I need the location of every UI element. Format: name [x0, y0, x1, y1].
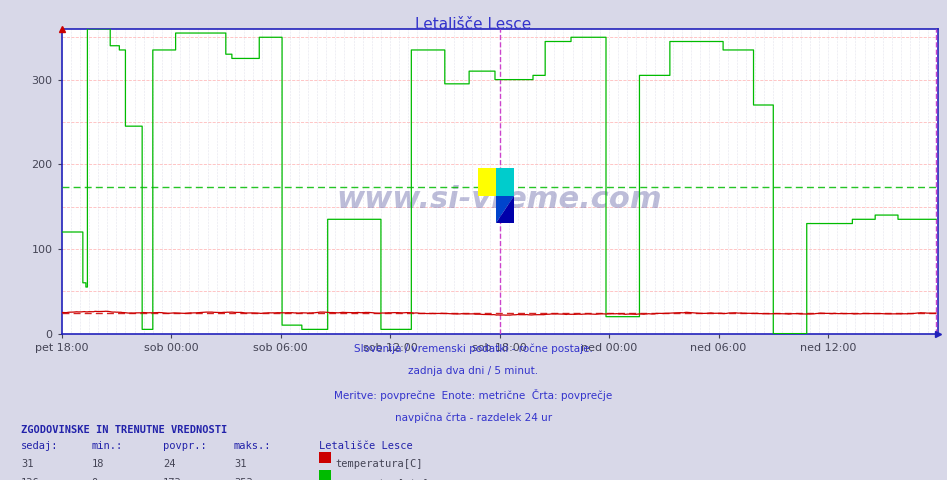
Text: 24: 24 — [163, 459, 175, 469]
Text: Letališče Lesce: Letališče Lesce — [416, 17, 531, 32]
Text: povpr.:: povpr.: — [163, 441, 206, 451]
Text: 0: 0 — [92, 478, 98, 480]
Text: www.si-vreme.com: www.si-vreme.com — [337, 185, 662, 214]
Bar — [478, 168, 496, 196]
Text: navpična črta - razdelek 24 ur: navpična črta - razdelek 24 ur — [395, 412, 552, 423]
Text: 136: 136 — [21, 478, 40, 480]
Text: maks.:: maks.: — [234, 441, 272, 451]
Text: Meritve: povprečne  Enote: metrične  Črta: povprečje: Meritve: povprečne Enote: metrične Črta:… — [334, 389, 613, 401]
Text: 31: 31 — [21, 459, 33, 469]
Text: 18: 18 — [92, 459, 104, 469]
Text: smer vetra[st.]: smer vetra[st.] — [335, 478, 429, 480]
Text: temperatura[C]: temperatura[C] — [335, 459, 422, 469]
Text: zadnja dva dni / 5 minut.: zadnja dva dni / 5 minut. — [408, 366, 539, 376]
Polygon shape — [496, 196, 514, 223]
Text: 353: 353 — [234, 478, 253, 480]
Text: Slovenija / vremenski podatki - ročne postaje.: Slovenija / vremenski podatki - ročne po… — [354, 343, 593, 354]
Text: ZGODOVINSKE IN TRENUTNE VREDNOSTI: ZGODOVINSKE IN TRENUTNE VREDNOSTI — [21, 425, 227, 435]
Text: Letališče Lesce: Letališče Lesce — [319, 441, 413, 451]
Text: 173: 173 — [163, 478, 182, 480]
Text: min.:: min.: — [92, 441, 123, 451]
Polygon shape — [496, 196, 514, 223]
Text: 31: 31 — [234, 459, 246, 469]
Text: sedaj:: sedaj: — [21, 441, 59, 451]
Bar — [496, 168, 514, 196]
